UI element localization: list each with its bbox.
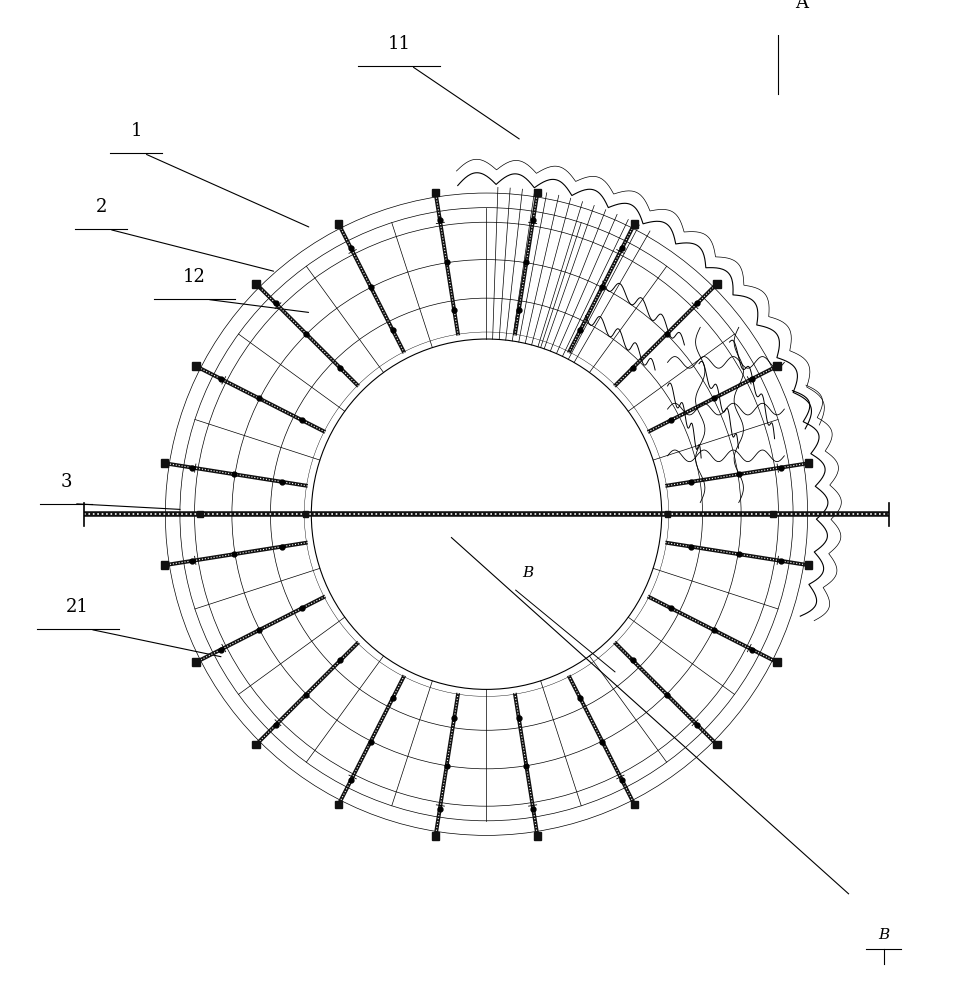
Bar xyxy=(432,189,440,196)
Bar xyxy=(335,801,342,808)
Bar xyxy=(631,801,638,808)
Bar xyxy=(773,658,780,666)
Bar xyxy=(193,362,200,370)
Bar xyxy=(161,561,168,569)
Bar xyxy=(335,220,342,228)
Text: A: A xyxy=(795,0,809,12)
Text: 1: 1 xyxy=(130,122,142,140)
Bar xyxy=(713,280,721,288)
Bar xyxy=(631,220,638,228)
Bar xyxy=(161,459,168,467)
Bar xyxy=(805,459,812,467)
Text: 2: 2 xyxy=(95,198,107,216)
Text: B: B xyxy=(522,566,533,580)
Bar xyxy=(773,362,780,370)
Bar xyxy=(252,741,260,748)
Bar xyxy=(193,658,200,666)
Text: 3: 3 xyxy=(60,473,72,491)
Text: B: B xyxy=(878,928,889,942)
Bar xyxy=(665,511,670,517)
Bar xyxy=(713,741,721,748)
Text: 12: 12 xyxy=(183,268,206,286)
Bar xyxy=(198,511,203,517)
Bar xyxy=(533,832,541,840)
Text: 21: 21 xyxy=(66,598,90,616)
Bar xyxy=(770,511,775,517)
Bar xyxy=(303,511,308,517)
Bar xyxy=(805,561,812,569)
Bar xyxy=(432,832,440,840)
Bar xyxy=(252,280,260,288)
Text: 11: 11 xyxy=(387,35,411,53)
Bar xyxy=(533,189,541,196)
